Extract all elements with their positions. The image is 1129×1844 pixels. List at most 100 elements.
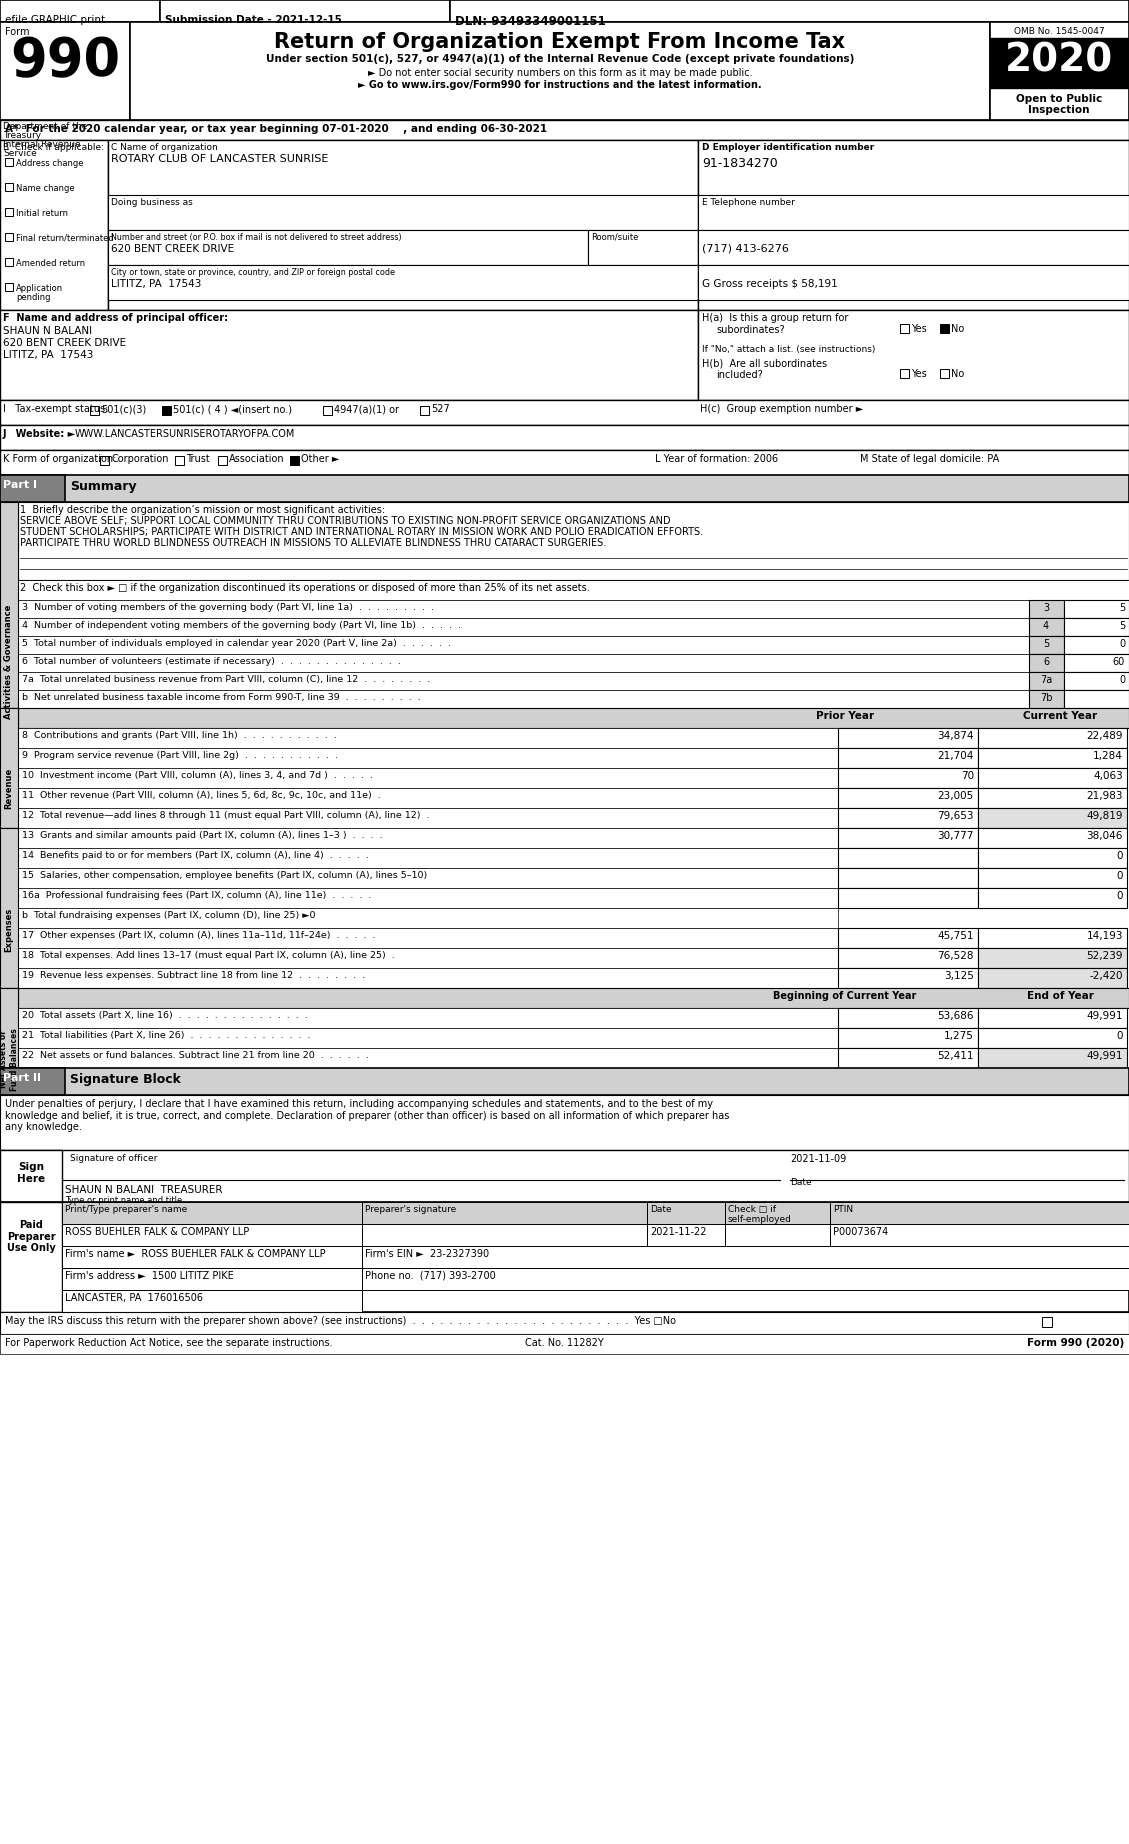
Text: 19  Revenue less expenses. Subtract line 18 from line 12  .  .  .  .  .  .  .  .: 19 Revenue less expenses. Subtract line … [21,972,365,979]
Bar [218,455,227,465]
Text: 30,777: 30,777 [937,832,974,841]
Text: Revenue: Revenue [5,767,14,810]
Text: Net Assets or
Fund Balances: Net Assets or Fund Balances [0,1027,19,1092]
Bar [978,828,1127,848]
Text: ► Do not enter social security numbers on this form as it may be made public.: ► Do not enter social security numbers o… [368,68,752,77]
Text: Prior Year: Prior Year [816,712,874,721]
Bar [0,671,18,690]
Text: Signature of officer: Signature of officer [70,1154,157,1164]
Text: Corporation: Corporation [111,454,168,465]
Text: 0: 0 [1119,640,1124,649]
Text: 990: 990 [10,35,120,87]
Bar [698,266,1129,301]
Text: Department of the: Department of the [3,122,87,131]
Text: 16a  Professional fundraising fees (Part IX, column (A), line 11e)  .  .  .  .  : 16a Professional fundraising fees (Part … [21,891,371,900]
Text: Inspection: Inspection [1029,105,1089,114]
Bar [978,1047,1127,1068]
Text: L Year of formation: 2006: L Year of formation: 2006 [655,454,778,465]
Bar [0,581,18,599]
Bar [5,208,14,216]
Bar [0,728,18,749]
Bar [130,22,990,120]
Bar [0,1068,65,1095]
Bar [18,655,1029,671]
Text: Doing business as: Doing business as [111,197,193,207]
Text: End of Year: End of Year [1026,990,1094,1001]
Bar [0,22,1129,120]
Text: 49,991: 49,991 [1086,1051,1123,1060]
Bar [175,455,184,465]
Bar [838,1047,978,1068]
Text: Yes: Yes [911,325,927,334]
Bar [18,988,1129,1009]
Text: 7a: 7a [1040,675,1052,684]
Text: 0: 0 [1117,891,1123,902]
Text: 10  Investment income (Part VIII, column (A), lines 3, 4, and 7d )  .  .  .  .  : 10 Investment income (Part VIII, column … [21,771,373,780]
Bar [838,787,978,808]
Bar [18,671,1029,690]
Bar [18,581,1129,599]
Bar [0,988,18,1009]
Bar [18,1009,838,1027]
Text: 9  Program service revenue (Part VIII, line 2g)  .  .  .  .  .  .  .  .  .  .  .: 9 Program service revenue (Part VIII, li… [21,751,338,760]
Text: 14  Benefits paid to or for members (Part IX, column (A), line 4)  .  .  .  .  .: 14 Benefits paid to or for members (Part… [21,850,369,859]
Text: b  Total fundraising expenses (Part IX, column (D), line 25) ►0: b Total fundraising expenses (Part IX, c… [21,911,315,920]
Text: 34,874: 34,874 [937,730,974,741]
Bar [0,120,1129,140]
Text: 21,983: 21,983 [1086,791,1123,800]
Bar [0,1151,62,1202]
Bar [0,636,18,655]
Bar [0,1333,1129,1353]
Bar [978,948,1127,968]
Bar [978,787,1127,808]
Bar [0,502,18,581]
Text: Return of Organization Exempt From Income Tax: Return of Organization Exempt From Incom… [274,31,846,52]
Bar [161,406,170,415]
Bar [698,230,1129,266]
Text: 0: 0 [1119,675,1124,684]
Bar [978,1009,1127,1027]
Bar [0,907,18,928]
Bar [62,1202,362,1224]
Bar [900,325,909,334]
Text: 13  Grants and similar amounts paid (Part IX, column (A), lines 1–3 )  .  .  .  : 13 Grants and similar amounts paid (Part… [21,832,383,841]
Bar [0,140,108,310]
Bar [978,1027,1127,1047]
Bar [698,140,1129,310]
Text: 20  Total assets (Part X, line 16)  .  .  .  .  .  .  .  .  .  .  .  .  .  .  .: 20 Total assets (Part X, line 16) . . . … [21,1011,308,1020]
Text: 501(c)(3): 501(c)(3) [100,404,147,415]
Bar [450,0,1129,22]
Bar [18,618,1029,636]
Text: 1,275: 1,275 [944,1031,974,1042]
Bar [160,0,450,22]
Text: K Form of organization:: K Form of organization: [3,454,116,465]
Bar [990,39,1129,89]
Text: A*  For the 2020 calendar year, or tax year beginning 07-01-2020    , and ending: A* For the 2020 calendar year, or tax ye… [5,124,548,135]
Bar [362,1269,1129,1291]
Text: STUDENT SCHOLARSHIPS; PARTICIPATE WITH DISTRICT AND INTERNATIONAL ROTARY IN MISS: STUDENT SCHOLARSHIPS; PARTICIPATE WITH D… [20,527,703,537]
Text: 6  Total number of volunteers (estimate if necessary)  .  .  .  .  .  .  .  .  .: 6 Total number of volunteers (estimate i… [21,656,401,666]
Bar [100,455,110,465]
Bar [900,369,909,378]
Bar [18,828,838,848]
Bar [838,848,978,869]
Bar [0,1068,1129,1095]
Text: ROTARY CLUB OF LANCASTER SUNRISE: ROTARY CLUB OF LANCASTER SUNRISE [111,155,329,164]
Text: 5: 5 [1119,621,1124,631]
Text: 1  Briefly describe the organization’s mission or most significant activities:: 1 Briefly describe the organization’s mi… [20,505,385,514]
Text: 11  Other revenue (Part VIII, column (A), lines 5, 6d, 8c, 9c, 10c, and 11e)  .: 11 Other revenue (Part VIII, column (A),… [21,791,380,800]
Text: 23,005: 23,005 [938,791,974,800]
Text: 38,046: 38,046 [1086,832,1123,841]
Bar [5,258,14,266]
Bar [0,1009,18,1027]
Text: Address change: Address change [16,159,84,168]
Bar [1029,690,1064,708]
Text: For Paperwork Reduction Act Notice, see the separate instructions.: For Paperwork Reduction Act Notice, see … [5,1339,333,1348]
Text: I   Tax-exempt status:: I Tax-exempt status: [3,404,108,415]
Bar [0,0,160,22]
Bar [18,728,838,749]
Bar [0,1151,1129,1202]
Bar [108,140,698,310]
Bar [838,928,978,948]
Text: 4  Number of independent voting members of the governing body (Part VI, line 1b): 4 Number of independent voting members o… [21,621,461,631]
